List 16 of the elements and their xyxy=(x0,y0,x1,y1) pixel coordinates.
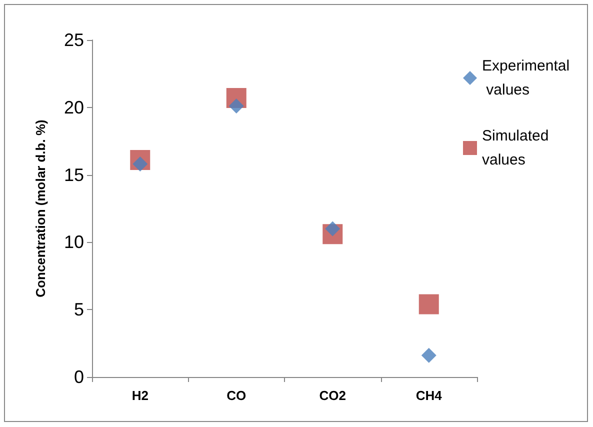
y-tick-label: 25 xyxy=(64,30,84,50)
x-tick-label: CO xyxy=(226,388,246,403)
point xyxy=(228,98,244,114)
y-tick-label: 0 xyxy=(74,367,84,387)
x-tick-label: CO2 xyxy=(319,388,346,403)
legend-label: Simulated values xyxy=(482,128,553,168)
y-tick-label: 20 xyxy=(64,97,84,118)
y-tick-label: 5 xyxy=(74,300,84,320)
y-tick-label: 15 xyxy=(64,164,84,185)
point xyxy=(418,294,439,314)
legend-label: Experimental values xyxy=(482,58,570,98)
y-tick-label: 10 xyxy=(64,232,84,252)
x-tick-label: H2 xyxy=(132,388,148,403)
point xyxy=(421,348,436,363)
x-tick-label: CH4 xyxy=(416,388,443,403)
y-axis-title: Concentration (molar d.b. %) xyxy=(33,120,48,298)
